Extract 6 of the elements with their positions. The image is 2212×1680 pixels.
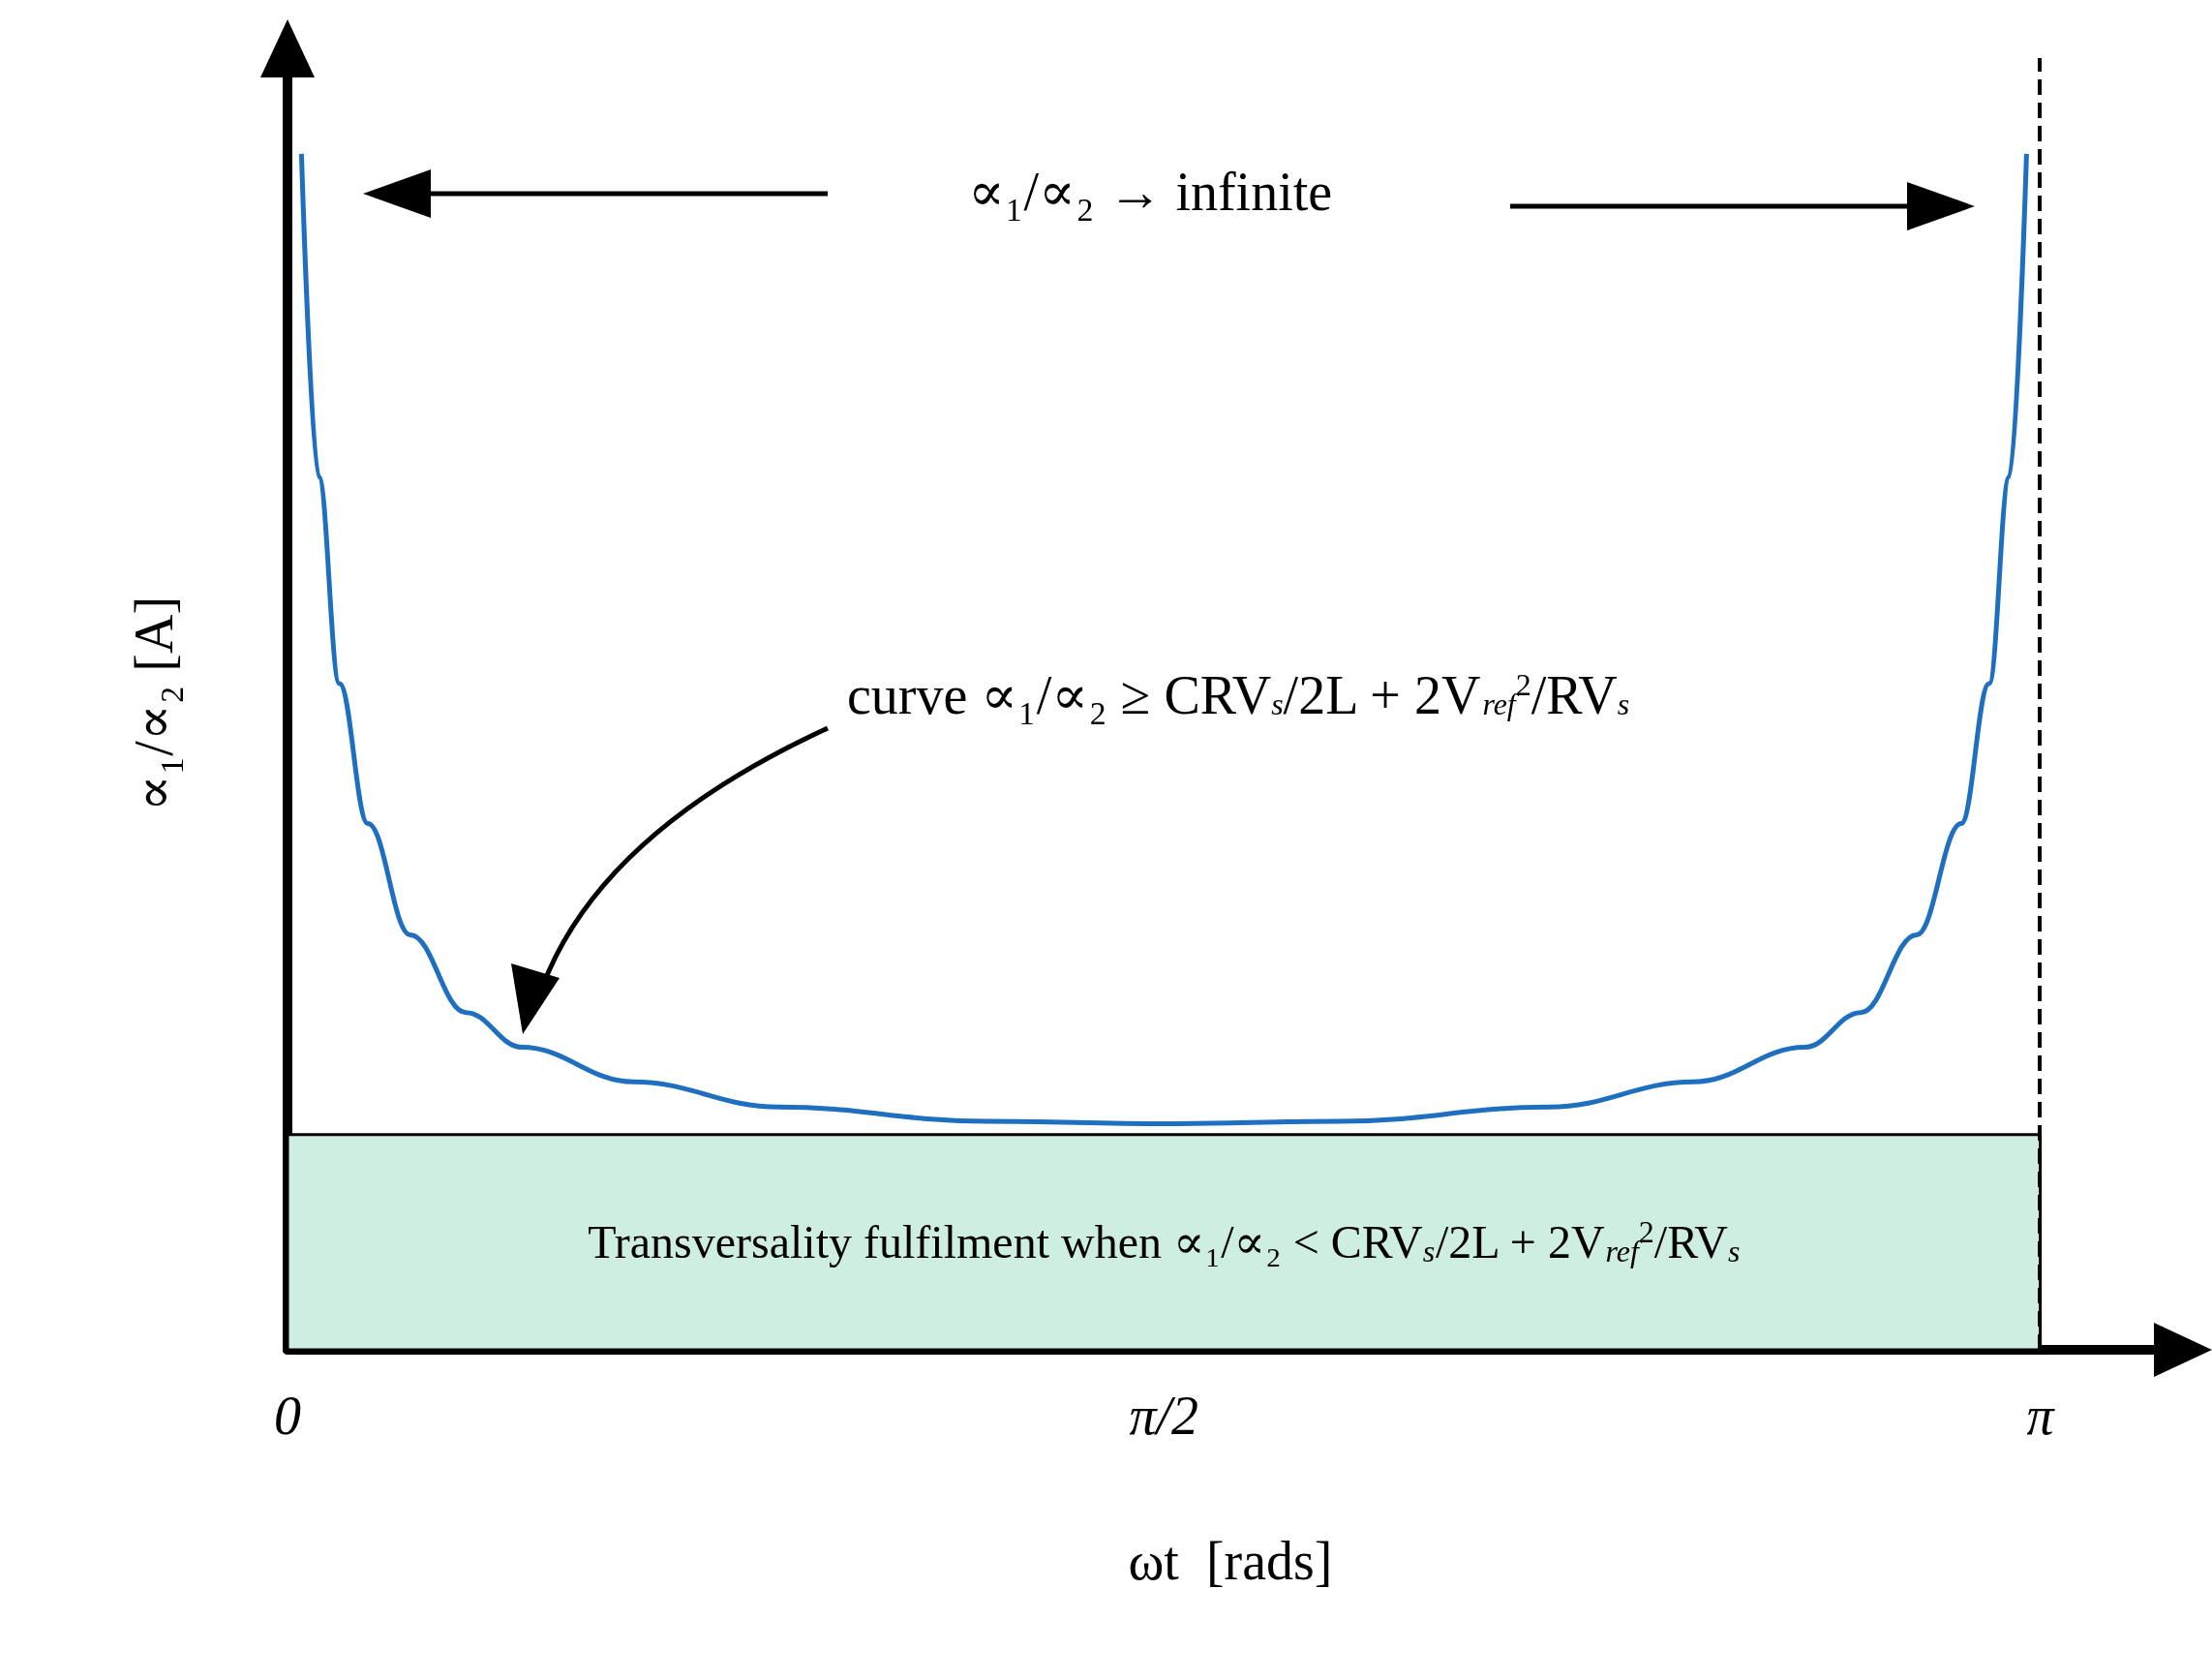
x-axis-title: ωt [rads] (1128, 1531, 1333, 1591)
x-tick-label: π (2026, 1386, 2056, 1446)
x-tick-label: π/2 (1129, 1386, 1199, 1446)
y-axis-title: ∝₁/∝₂ [A] (124, 596, 184, 812)
x-tick-label: 0 (274, 1386, 301, 1446)
annotation: ∝₁/∝₂ → infinite (968, 162, 1333, 222)
